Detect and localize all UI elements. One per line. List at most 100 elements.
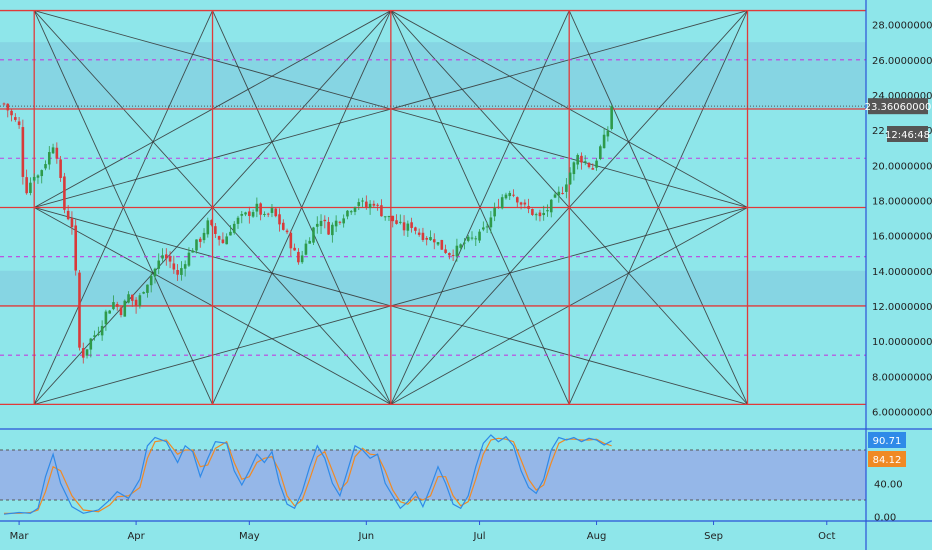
candle-body	[225, 236, 228, 245]
candle-body	[610, 106, 613, 129]
candle-body	[312, 227, 315, 243]
last-price-tag: 23.36060000	[865, 98, 932, 115]
candle-body	[546, 210, 549, 212]
candle-body	[146, 284, 149, 293]
candle-body	[248, 211, 251, 216]
candle-body	[538, 212, 542, 217]
candle-body	[195, 239, 198, 251]
price-tick-label: 12.00000000	[872, 302, 932, 313]
candle-body	[512, 194, 515, 196]
candle-body	[93, 335, 96, 337]
candle-body	[81, 348, 85, 358]
price-tick-label: 14.00000000	[872, 267, 932, 278]
candle-body	[161, 255, 164, 259]
candle-body	[206, 220, 210, 235]
candle-body	[244, 212, 247, 215]
candle-body	[281, 222, 285, 230]
candle-body	[406, 223, 410, 231]
candle-body	[429, 237, 432, 241]
last-price-tag-background	[868, 98, 928, 115]
candle-body	[587, 162, 591, 168]
stochastic-axis[interactable]: 0.00 40.00	[874, 479, 903, 523]
candle-body	[315, 223, 319, 227]
candle-body	[334, 220, 338, 227]
candle-body	[463, 242, 466, 244]
candle-body	[229, 231, 232, 236]
candle-body	[519, 202, 523, 205]
candle-body	[21, 127, 25, 177]
candle-body	[119, 307, 123, 316]
candle-body	[300, 255, 304, 263]
candle-body	[561, 193, 564, 195]
candle-body	[63, 176, 66, 210]
candle-body	[164, 254, 168, 259]
candle-body	[221, 239, 225, 244]
candle-body	[263, 213, 266, 215]
stochastic-d-tag-background	[868, 451, 906, 467]
candle-body	[47, 152, 51, 165]
candle-body	[36, 175, 40, 178]
candle-body	[380, 205, 383, 217]
candle-body	[319, 220, 323, 227]
candle-body	[89, 338, 93, 350]
candle-body	[421, 232, 425, 240]
candle-body	[500, 197, 504, 209]
price-tick-label: 26.00000000	[872, 56, 932, 67]
time-tick-label: Oct	[818, 531, 835, 542]
candle-body	[157, 260, 161, 269]
candle-body	[115, 304, 119, 307]
stochastic-d-value: 84.12	[873, 455, 902, 466]
candle-body	[508, 192, 512, 197]
candle-body	[55, 147, 59, 159]
candle-body	[29, 182, 32, 193]
price-tick-label: 10.00000000	[872, 337, 932, 348]
candle-body	[134, 299, 138, 307]
time-tick-label: Mar	[10, 531, 30, 542]
candle-body	[217, 236, 221, 240]
candle-body	[97, 333, 100, 335]
candle-body	[349, 211, 353, 213]
candle-body	[387, 216, 391, 218]
candle-body	[417, 232, 421, 235]
candle-body	[466, 236, 470, 241]
candle-body	[368, 203, 372, 209]
candle-body	[14, 117, 17, 120]
time-axis[interactable]: Mar Apr May Jun Jul Aug Sep Oct	[10, 521, 836, 542]
price-pane	[0, 9, 866, 406]
candle-body	[25, 177, 28, 194]
candle-body	[149, 275, 153, 286]
candle-body	[66, 210, 70, 220]
candle-body	[327, 221, 330, 235]
candle-body	[259, 203, 262, 215]
candle-body	[304, 243, 308, 255]
price-tick-label: 16.00000000	[872, 232, 932, 243]
candle-body	[576, 154, 579, 165]
candle-body	[602, 134, 606, 149]
candle-body	[391, 215, 395, 222]
candle-body	[10, 110, 13, 116]
candle-body	[59, 159, 62, 178]
candle-body	[357, 202, 361, 206]
candle-body	[251, 212, 255, 217]
candle-body	[342, 218, 345, 224]
candle-body	[255, 203, 259, 212]
stochastic-pane	[0, 434, 866, 515]
stochastic-tick-label: 40.00	[874, 479, 903, 490]
candle-body	[51, 147, 55, 154]
stochastic-k-line	[3, 434, 612, 515]
price-tick-label: 6.00000000	[872, 407, 932, 418]
candle-body	[44, 164, 47, 169]
candle-body	[372, 203, 376, 206]
candle-body	[504, 194, 508, 199]
candle-body	[572, 162, 576, 175]
time-tick-label: Jul	[473, 531, 486, 542]
candle-body	[534, 214, 538, 216]
candle-body	[274, 208, 278, 217]
last-price-label: 23.36060000	[865, 102, 932, 113]
candle-body	[338, 221, 342, 223]
candle-body	[553, 194, 557, 198]
candle-body	[353, 207, 357, 212]
candle-body	[183, 264, 187, 269]
candle-body	[414, 227, 417, 231]
